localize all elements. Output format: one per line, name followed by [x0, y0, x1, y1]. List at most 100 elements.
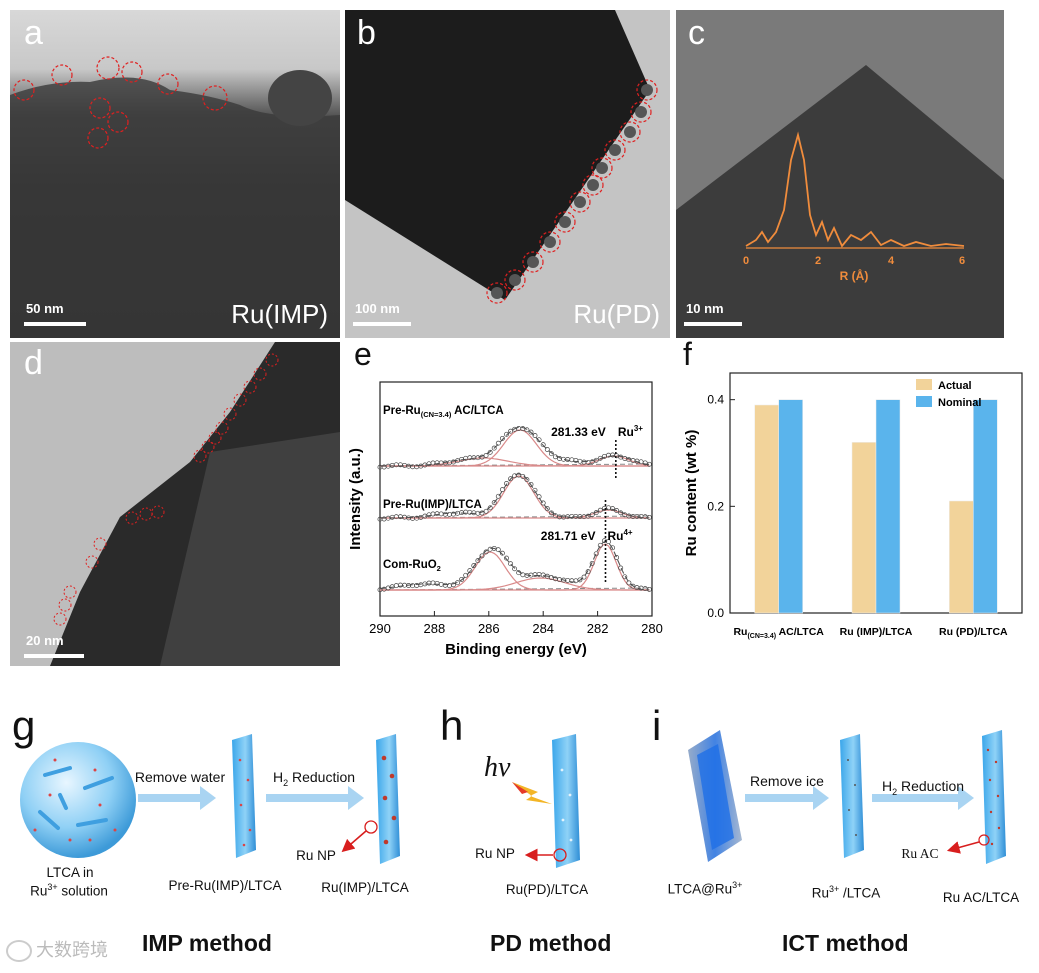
- f-bar-nominal: [778, 399, 803, 614]
- panel-a-caption: Ru(IMP): [231, 299, 328, 329]
- e-series-label: Pre-Ru(CN=3.4) AC/LTCA: [383, 405, 504, 419]
- panel-a-letter: a: [24, 14, 43, 52]
- e-data-point: [483, 452, 489, 458]
- f-y-axis-label: Ru content (wt %): [683, 430, 700, 557]
- panel-b-overlay: [345, 10, 658, 304]
- panel-b-scale-bar: [353, 322, 411, 326]
- g-start-charge: 3+: [47, 882, 58, 892]
- e-data-point: [593, 510, 599, 516]
- e-data-point: [475, 510, 481, 516]
- e-peak-energy-label: 281.33 eV: [551, 425, 606, 439]
- panel-d-scale-label: 20 nm: [26, 633, 64, 648]
- panel-d-tem-image: d 20 nm: [10, 342, 340, 666]
- e-fit-component: [380, 457, 650, 467]
- panel-d-letter: d: [24, 344, 43, 382]
- e-data-point: [442, 582, 448, 588]
- e-data-point: [548, 451, 554, 457]
- e-x-tick-label: 280: [641, 621, 663, 636]
- panel-h-letter: h: [440, 702, 464, 749]
- e-x-tick-label: 282: [587, 621, 609, 636]
- e-data-point: [487, 449, 493, 455]
- e-data-point: [508, 428, 514, 434]
- e-data-point: [520, 572, 526, 578]
- ru-ltca-rod: [840, 734, 864, 858]
- e-data-point: [593, 551, 599, 557]
- e-data-point: [524, 477, 530, 483]
- g-arrow-2-label-sub: 2: [283, 777, 289, 788]
- panel-e-xps-chart: 290 288 286 284 282 280 Binding energy (eV) Int…: [347, 381, 663, 658]
- g-start-ion: Ru: [30, 883, 48, 899]
- e-data-point: [614, 555, 620, 560]
- e-series-label: Com-RuO2: [383, 559, 441, 573]
- f-y-tick-label: 0.4: [707, 393, 724, 407]
- e-envelope-line: [380, 473, 650, 519]
- light-bolt-icon: [512, 782, 552, 804]
- e-data-point: [548, 510, 554, 516]
- panel-c-inset-tick: 6: [959, 255, 965, 267]
- i-arrow-1-label: Remove ice: [750, 773, 824, 789]
- panel-f-letter: f: [683, 336, 692, 372]
- f-y-tick-label: 0.2: [707, 499, 724, 513]
- e-data-point: [393, 583, 399, 589]
- e-x-tick-label: 284: [532, 621, 554, 636]
- e-data-point: [540, 442, 546, 448]
- e-data-point: [508, 476, 514, 482]
- f-legend-label: Actual: [938, 380, 972, 392]
- g-start-label-line-2: Ru3+ solution: [14, 882, 124, 899]
- g-arrow-1-label: Remove water: [134, 769, 226, 785]
- e-data-point: [467, 568, 473, 574]
- e-data-point: [516, 570, 522, 576]
- e-x-axis-label: Binding energy (eV): [445, 641, 587, 658]
- e-data-point: [597, 542, 603, 548]
- panel-c-inset-tick: 2: [815, 255, 821, 267]
- e-data-point: [573, 578, 579, 584]
- e-data-point: [389, 462, 395, 468]
- panel-c-inset-tick: 4: [888, 255, 895, 267]
- i-ac-label: Ru AC: [901, 846, 939, 861]
- e-data-point: [455, 580, 460, 586]
- e-data-point: [426, 512, 432, 518]
- e-data-point: [618, 510, 624, 516]
- e-data-point: [646, 514, 652, 520]
- e-peak-energy-label: 281.71 eV: [541, 529, 596, 543]
- e-x-tick-label: 288: [424, 621, 446, 636]
- e-data-point: [552, 454, 558, 460]
- e-background-line: [379, 463, 653, 467]
- e-plot-frame: [379, 381, 653, 617]
- e-data-point: [402, 582, 407, 588]
- e-data-point: [402, 514, 407, 520]
- e-data-point: [479, 553, 485, 559]
- panel-c-inset-plot: 0 2 4 6 R (Å): [743, 131, 965, 283]
- e-data-point: [597, 455, 603, 461]
- e-x-tick-label: 286: [478, 621, 500, 636]
- e-data-point: [540, 572, 546, 578]
- e-data-point: [512, 566, 518, 572]
- e-data-point: [504, 481, 509, 486]
- e-data-point: [536, 437, 542, 443]
- i-mid-sup: 3+: [828, 884, 840, 894]
- i-arrow-2-label-tail: Reduction: [897, 778, 965, 794]
- f-bar-actual: [851, 442, 877, 614]
- scheme-i-arrow-1: [745, 786, 829, 810]
- e-data-point: [504, 431, 509, 437]
- e-data-point: [528, 481, 534, 487]
- e-envelope-line: [380, 426, 650, 467]
- h-end-label: Ru(PD)/LTCA: [505, 882, 589, 897]
- g-arrow-2-label-main: H: [272, 769, 284, 785]
- panel-c-inset-tick: 0: [743, 255, 749, 267]
- e-data-point: [589, 560, 595, 566]
- i-start-label: LTCA@Ru3+: [650, 880, 760, 897]
- ru-imp-rod: [341, 734, 400, 864]
- f-x-tick-label: Ru(CN=3.4) AC/LTCA: [733, 626, 824, 640]
- g-arrow-2-label: H2 Reduction: [262, 769, 366, 788]
- i-start-main: LTCA@Ru: [667, 881, 733, 897]
- panel-b-caption: Ru(PD): [573, 299, 660, 329]
- f-y-tick-label: 0.0: [707, 606, 724, 620]
- e-data-point: [532, 433, 538, 438]
- e-data-point: [495, 440, 501, 446]
- ru-ac-rod: [946, 730, 1006, 864]
- e-data-point: [610, 545, 616, 551]
- e-data-point: [646, 586, 652, 592]
- h-hv-label: hv: [484, 752, 511, 783]
- schemes-illustration: [20, 730, 1006, 868]
